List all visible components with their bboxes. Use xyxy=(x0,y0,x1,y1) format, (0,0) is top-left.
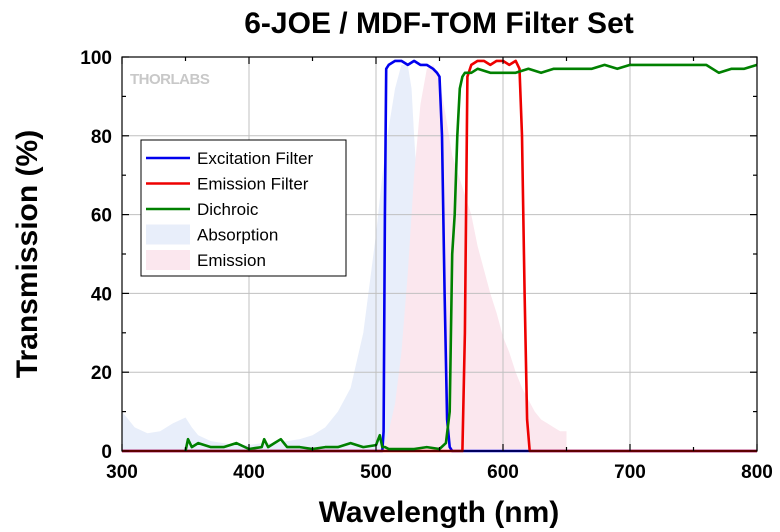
tick-label-layer: 300 400 500 600 700 800 0 20 40 60 80 100 xyxy=(80,48,773,483)
grid-layer xyxy=(122,57,757,451)
x-tick-label: 600 xyxy=(487,462,519,483)
x-tick-label: 500 xyxy=(360,462,392,483)
chart-title: 6-JOE / MDF-TOM Filter Set xyxy=(244,7,634,40)
x-tick-label: 400 xyxy=(233,462,265,483)
series-line-dichroic xyxy=(184,63,758,452)
series-area-emission xyxy=(382,64,567,451)
legend-label-dichroic: Dichroic xyxy=(197,200,259,219)
y-tick-label: 40 xyxy=(91,284,112,305)
tick-layer xyxy=(121,56,758,452)
x-tick-label: 300 xyxy=(106,462,138,483)
x-tick-label: 800 xyxy=(741,462,773,483)
y-tick-label: 20 xyxy=(91,363,112,384)
series-line-excitation-filter xyxy=(122,59,757,453)
x-tick-label: 700 xyxy=(614,462,646,483)
watermark-logo: THORLABS xyxy=(130,71,210,88)
legend-label-emission: Emission xyxy=(197,251,266,270)
x-axis-label: Wavelength (nm) xyxy=(319,496,560,529)
legend-label-absorption: Absorption xyxy=(197,226,278,245)
legend-label-excitation-filter: Excitation Filter xyxy=(197,149,314,168)
legend-swatch-absorption xyxy=(146,224,190,245)
line-series-layer xyxy=(122,59,758,453)
legend-label-emission-filter: Emission Filter xyxy=(197,175,309,194)
y-tick-label: 80 xyxy=(91,127,112,148)
legend: Excitation Filter Emission Filter Dichroic… xyxy=(140,139,347,277)
y-axis-label: Transmission (%) xyxy=(11,130,44,378)
series-area-absorption xyxy=(122,64,453,451)
y-tick-label: 0 xyxy=(101,442,112,463)
series-line-emission-filter xyxy=(122,59,757,453)
y-tick-label: 100 xyxy=(80,48,112,69)
area-series-layer xyxy=(122,64,567,451)
y-tick-label: 60 xyxy=(91,206,112,227)
legend-swatch-emission xyxy=(146,250,190,270)
